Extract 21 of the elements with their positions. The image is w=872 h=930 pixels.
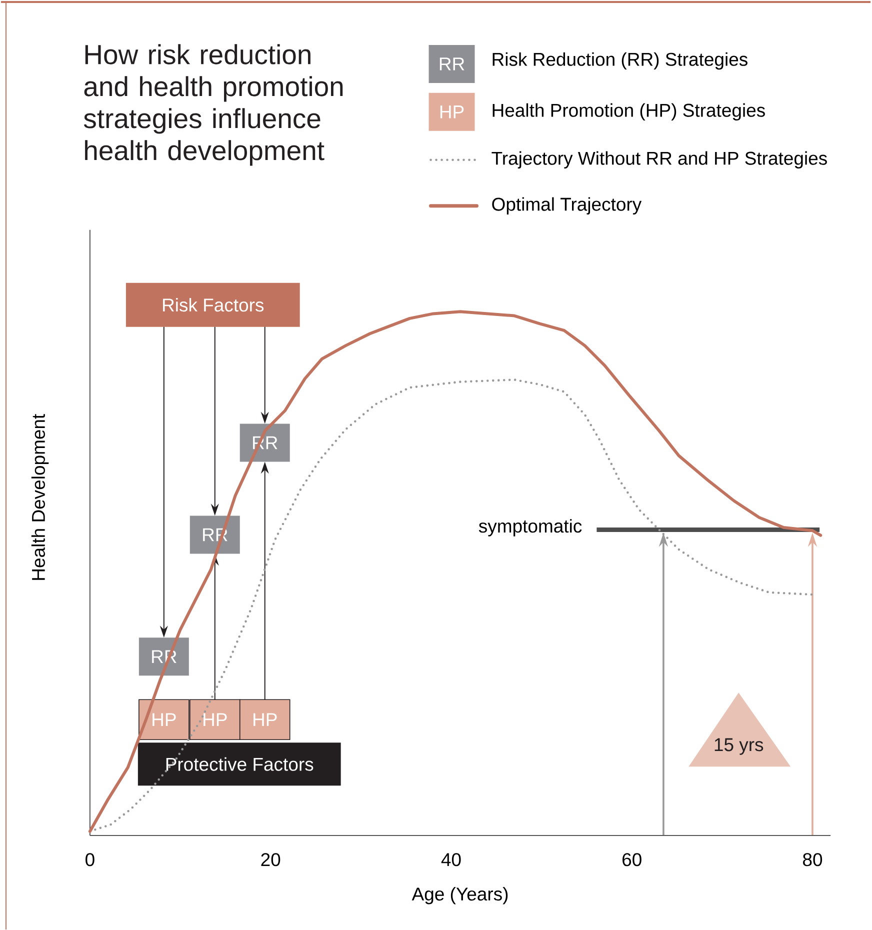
x-tick-label: 20 bbox=[261, 853, 280, 866]
x-tick-label: 40 bbox=[442, 853, 462, 866]
x-tick-label: 0 bbox=[86, 853, 95, 866]
y-axis-title: Health Development bbox=[32, 414, 49, 580]
legend-label: Optimal Trajectory bbox=[492, 197, 642, 214]
annotation: HP bbox=[254, 713, 277, 726]
text: HP bbox=[440, 106, 464, 118]
chart-title: How risk reduction and health promotion strategies influence health development bbox=[84, 44, 343, 166]
annotation: 15 yrs bbox=[715, 738, 764, 755]
text: RR bbox=[440, 58, 464, 70]
annotation: HP bbox=[204, 713, 227, 726]
annotation: Protective Factors bbox=[166, 757, 314, 771]
annotation: Risk Factors bbox=[163, 298, 264, 312]
annotation: symptomatic bbox=[479, 519, 582, 536]
x-tick-label: 80 bbox=[803, 853, 822, 866]
legend-label: Trajectory Without RR and HP Strategies bbox=[492, 151, 828, 169]
text: Health Promotion (HP) Strategies bbox=[493, 103, 766, 121]
annotation: HP bbox=[152, 713, 176, 726]
x-tick-label: 60 bbox=[622, 853, 642, 866]
x-axis-title: Age (Years) bbox=[412, 887, 508, 904]
text: Risk Reduction (RR) Strategies bbox=[493, 52, 748, 70]
